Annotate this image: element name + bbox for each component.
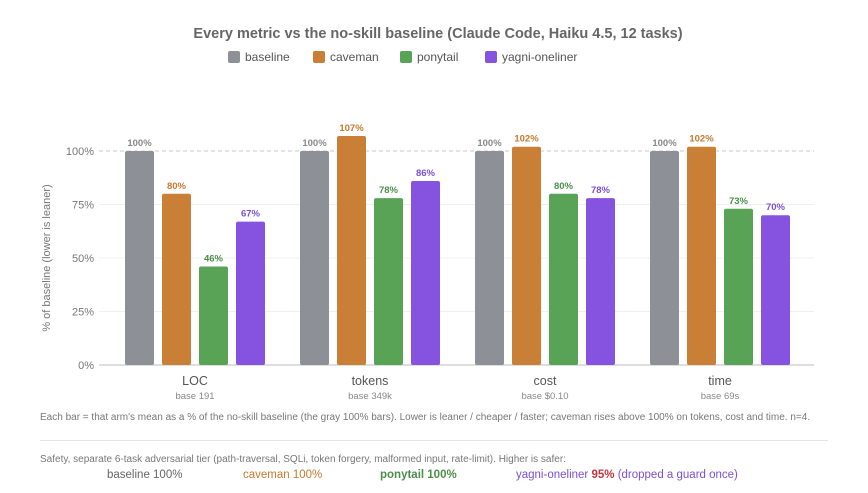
bar-time-caveman bbox=[687, 146, 716, 365]
data-label-LOC-ponytail: 46% bbox=[204, 254, 224, 265]
data-label-time-ponytail: 73% bbox=[729, 196, 749, 207]
legend: baseline caveman ponytail yagni-oneliner bbox=[228, 50, 577, 64]
bars: 100% 80% 46% 67% 100% 107% 78% 86% 100% 102% 80% 78… bbox=[125, 123, 790, 365]
bar-cost-baseline bbox=[475, 151, 504, 365]
bar-time-baseline bbox=[650, 151, 679, 365]
y-tick-label: 25% bbox=[72, 307, 94, 319]
bar-tokens-yagni-oneliner bbox=[411, 180, 440, 365]
legend-label-ponytail: ponytail bbox=[417, 50, 458, 64]
bar-LOC-ponytail bbox=[199, 266, 228, 365]
x-tick-label-LOC: LOC bbox=[182, 374, 208, 388]
y-tick-label: 100% bbox=[66, 146, 94, 158]
y-axis-label: % of baseline (lower is leaner) bbox=[41, 184, 53, 331]
divider bbox=[40, 440, 828, 441]
y-tick-label: 50% bbox=[72, 253, 94, 265]
data-label-time-baseline: 100% bbox=[652, 138, 677, 149]
bar-chart: Every metric vs the no-skill baseline (C… bbox=[41, 26, 814, 402]
x-tick-label-cost: cost bbox=[534, 374, 557, 388]
legend-swatch-caveman bbox=[313, 51, 325, 63]
data-label-tokens-caveman: 107% bbox=[339, 123, 364, 134]
x-tick-base-LOC: base 191 bbox=[175, 391, 214, 402]
data-label-LOC-caveman: 80% bbox=[167, 181, 187, 192]
x-tick-label-time: time bbox=[708, 374, 732, 388]
bar-LOC-caveman bbox=[162, 193, 191, 365]
bar-tokens-ponytail bbox=[374, 198, 403, 365]
bar-time-yagni-oneliner bbox=[761, 215, 790, 365]
data-label-cost-yagni-oneliner: 78% bbox=[591, 185, 611, 196]
bar-cost-ponytail bbox=[549, 193, 578, 365]
data-label-cost-baseline: 100% bbox=[477, 138, 502, 149]
safety-yagni-percent: 95% bbox=[591, 469, 615, 481]
x-tick-label-tokens: tokens bbox=[352, 374, 389, 388]
y-tick-label: 0% bbox=[78, 360, 94, 372]
safety-heading: Safety, separate 6-task adversarial tier… bbox=[40, 454, 566, 465]
x-tick-base-tokens: base 349k bbox=[348, 391, 392, 402]
chart-footnote: Each bar = that arm's mean as a % of the… bbox=[40, 412, 811, 423]
safety-yagni-oneliner: yagni-oneliner 95% (dropped a guard once… bbox=[516, 469, 738, 481]
bar-tokens-baseline bbox=[300, 151, 329, 365]
data-label-tokens-baseline: 100% bbox=[302, 138, 327, 149]
legend-label-yagni-oneliner: yagni-oneliner bbox=[502, 50, 577, 64]
y-tick-label: 75% bbox=[72, 200, 94, 212]
data-label-cost-ponytail: 80% bbox=[554, 181, 574, 192]
data-label-LOC-baseline: 100% bbox=[127, 138, 152, 149]
x-tick-base-time: base 69s bbox=[701, 391, 740, 402]
legend-label-baseline: baseline bbox=[245, 50, 290, 64]
x-tick-base-cost: base $0.10 bbox=[521, 391, 568, 402]
data-label-tokens-yagni-oneliner: 86% bbox=[416, 168, 436, 179]
safety-caveman: caveman 100% bbox=[243, 469, 323, 481]
legend-swatch-baseline bbox=[228, 51, 240, 63]
data-label-LOC-yagni-oneliner: 67% bbox=[241, 209, 261, 220]
safety-yagni-note: (dropped a guard once) bbox=[617, 469, 738, 481]
safety-baseline: baseline 100% bbox=[107, 469, 183, 481]
legend-swatch-ponytail bbox=[400, 51, 412, 63]
data-label-cost-caveman: 102% bbox=[514, 134, 539, 145]
bar-tokens-caveman bbox=[337, 136, 366, 365]
legend-swatch-yagni-oneliner bbox=[485, 51, 497, 63]
safety-ponytail: ponytail 100% bbox=[380, 469, 457, 481]
data-label-time-caveman: 102% bbox=[689, 134, 714, 145]
data-label-time-yagni-oneliner: 70% bbox=[766, 202, 786, 213]
bar-LOC-yagni-oneliner bbox=[236, 221, 265, 365]
bar-time-ponytail bbox=[724, 208, 753, 365]
bar-cost-yagni-oneliner bbox=[586, 198, 615, 365]
data-label-tokens-ponytail: 78% bbox=[379, 185, 399, 196]
bar-LOC-baseline bbox=[125, 151, 154, 365]
y-axis: 0% 25% 50% 75% 100% bbox=[66, 146, 94, 372]
chart-title: Every metric vs the no-skill baseline (C… bbox=[193, 26, 682, 42]
bar-cost-caveman bbox=[512, 146, 541, 365]
safety-yagni-name: yagni-oneliner bbox=[516, 469, 589, 481]
x-axis: LOC base 191 tokens base 349k cost base $0.10… bbox=[175, 374, 739, 402]
legend-label-caveman: caveman bbox=[330, 50, 379, 64]
